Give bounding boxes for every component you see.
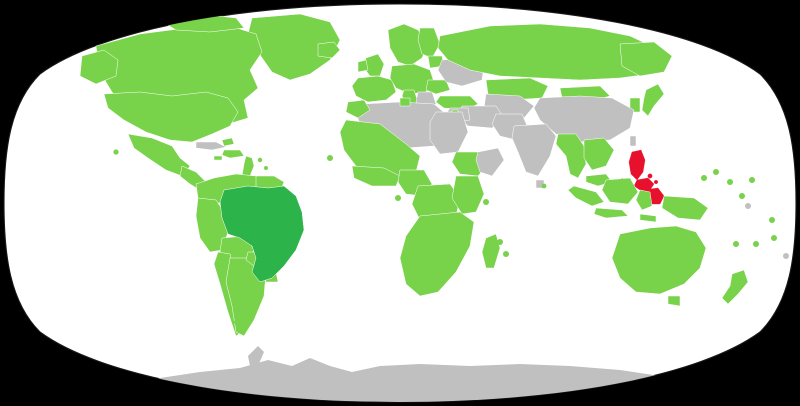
region-russia-far-east [619,41,673,77]
region-myanmar-thailand [555,133,587,179]
region-russia [437,23,669,81]
region-iceland [317,41,341,59]
region-indochina [583,137,615,171]
island-antigua [257,157,263,163]
region-tasmania [667,295,681,307]
island-sao-tome [395,195,401,201]
island-cape-verde [327,155,333,161]
island-hawaii [113,149,119,155]
region-east-africa [451,175,485,215]
region-japan [641,83,665,117]
region-philippines-islet-a [647,173,653,179]
region-somalia [475,147,505,177]
region-alaska [79,49,119,85]
island-comoros [497,239,503,245]
region-scandinavia [387,23,429,67]
region-morocco [345,99,371,119]
island-micronesia [727,179,733,185]
island-maldives [541,183,547,189]
region-france-iberia [351,75,397,103]
island-guam [713,169,719,175]
region-hispaniola [221,149,245,159]
region-southern-africa [399,211,475,297]
region-timor [639,213,657,223]
region-madagascar [481,233,501,269]
region-philippines-islet-c [636,168,640,172]
island-nauru [739,193,745,199]
region-brazil [219,185,305,283]
region-guinea-coast [351,165,401,187]
region-indonesia-sumatra [567,185,605,207]
region-romania-bulgaria [425,79,451,95]
island-marshall-islands [749,177,755,183]
island-samoa [771,235,777,241]
region-korea [629,97,641,113]
region-united-states [103,91,239,143]
island-fiji [753,241,759,247]
region-antarctic-peninsula [248,346,264,366]
region-indonesia-java [593,207,629,219]
region-ireland [357,59,369,73]
region-australia [611,225,707,295]
region-papua-new-guinea [661,195,709,221]
region-cuba [195,141,227,151]
region-new-zealand [721,269,749,305]
island-falklands [234,320,238,324]
island-palau [701,175,707,181]
island-kiribati [745,203,751,209]
island-tuvalu [769,217,775,223]
region-sudan-egypt [429,111,469,155]
region-philippines-luzon [628,149,646,181]
region-philippines-islet-b [654,180,658,184]
region-borneo [601,177,639,205]
island-mauritius [503,251,509,257]
island-vanuatu [733,241,739,247]
region-bahamas [221,137,235,147]
region-jamaica [213,155,223,161]
island-seychelles [483,199,489,205]
region-taiwan [629,135,637,147]
region-sulawesi [635,189,653,211]
region-india [511,123,557,177]
island-cook-islands [783,253,789,259]
region-china [533,95,635,143]
region-tunisia [399,97,411,107]
island-barbados [264,166,268,170]
region-antarctica [120,358,720,402]
